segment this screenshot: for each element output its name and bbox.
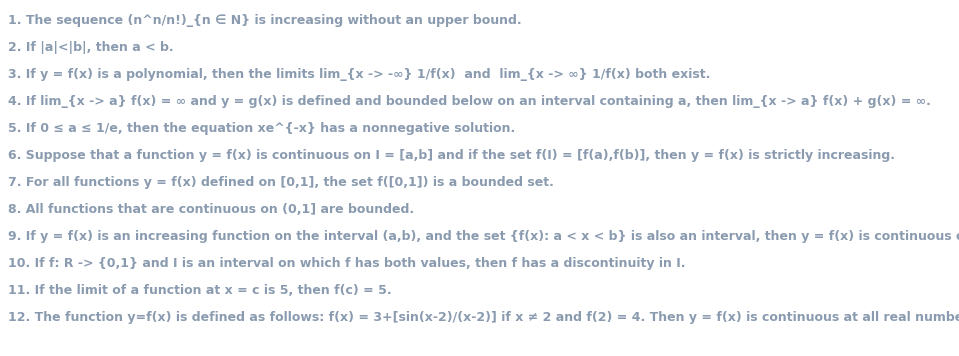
Text: 9. If y = f(x) is an increasing function on the interval (a,b), and the set {f(x: 9. If y = f(x) is an increasing function… [8, 230, 959, 243]
Text: 5. If 0 ≤ a ≤ 1/e, then the equation xe^{-x} has a nonnegative solution.: 5. If 0 ≤ a ≤ 1/e, then the equation xe^… [8, 122, 515, 135]
Text: 12. The function y=f(x) is defined as follows: f(x) = 3+[sin(x-2)/(x-2)] if x ≠ : 12. The function y=f(x) is defined as fo… [8, 311, 959, 324]
Text: 2. If |a|<|b|, then a < b.: 2. If |a|<|b|, then a < b. [8, 41, 174, 54]
Text: 8. All functions that are continuous on (0,1] are bounded.: 8. All functions that are continuous on … [8, 203, 414, 216]
Text: 4. If lim_{x -> a} f(x) = ∞ and y = g(x) is defined and bounded below on an inte: 4. If lim_{x -> a} f(x) = ∞ and y = g(x)… [8, 95, 931, 108]
Text: 1. The sequence (n^n/n!)_{n ∈ N} is increasing without an upper bound.: 1. The sequence (n^n/n!)_{n ∈ N} is incr… [8, 14, 522, 27]
Text: 10. If f: R -> {0,1} and I is an interval on which f has both values, then f has: 10. If f: R -> {0,1} and I is an interva… [8, 257, 686, 270]
Text: 6. Suppose that a function y = f(x) is continuous on I = [a,b] and if the set f(: 6. Suppose that a function y = f(x) is c… [8, 149, 895, 162]
Text: 11. If the limit of a function at x = c is 5, then f(c) = 5.: 11. If the limit of a function at x = c … [8, 284, 391, 297]
Text: 3. If y = f(x) is a polynomial, then the limits lim_{x -> -∞} 1/f(x)  and  lim_{: 3. If y = f(x) is a polynomial, then the… [8, 68, 711, 81]
Text: 7. For all functions y = f(x) defined on [0,1], the set f([0,1]) is a bounded se: 7. For all functions y = f(x) defined on… [8, 176, 554, 189]
